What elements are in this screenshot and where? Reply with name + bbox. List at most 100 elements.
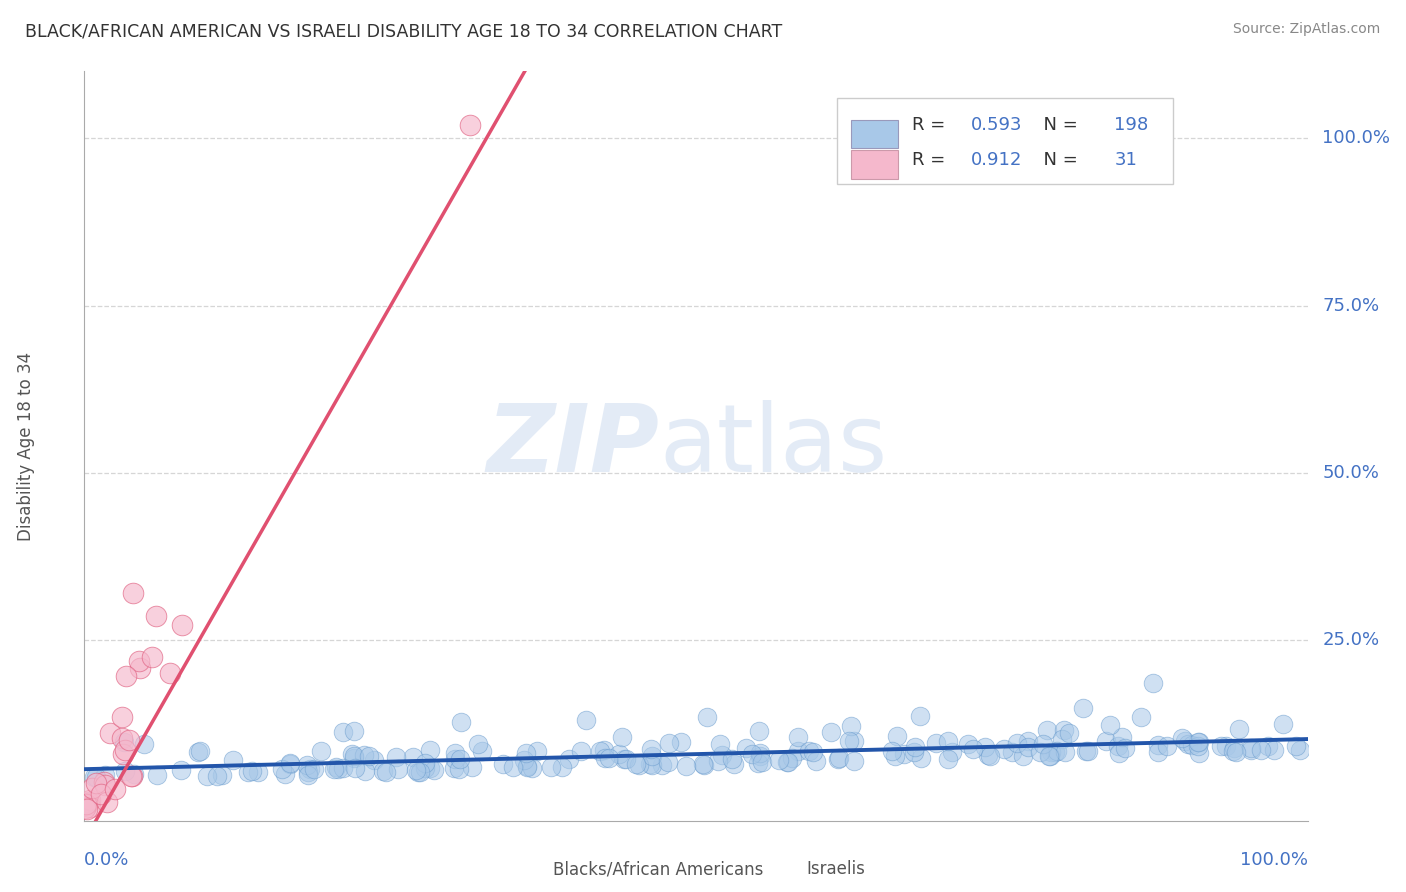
Point xyxy=(838,734,860,748)
FancyBboxPatch shape xyxy=(837,97,1173,184)
Point xyxy=(84,776,107,790)
Text: 75.0%: 75.0% xyxy=(1322,296,1379,315)
Point xyxy=(692,757,714,772)
Point xyxy=(1147,739,1170,753)
Point xyxy=(956,738,979,752)
Point xyxy=(309,744,332,758)
Point xyxy=(1077,744,1099,758)
Point xyxy=(721,752,744,766)
Point xyxy=(363,753,385,767)
Point xyxy=(1038,749,1060,764)
Point xyxy=(1209,739,1232,753)
Point xyxy=(79,793,101,807)
Text: 31: 31 xyxy=(1115,151,1137,169)
Text: 0.912: 0.912 xyxy=(972,151,1022,169)
Point xyxy=(146,768,169,782)
Point xyxy=(1114,740,1136,755)
Point xyxy=(749,746,772,760)
Point xyxy=(1239,743,1261,757)
Point xyxy=(295,757,318,772)
Point xyxy=(748,724,770,739)
Point xyxy=(638,756,661,771)
Point xyxy=(628,758,651,772)
Point xyxy=(371,764,394,778)
Point xyxy=(787,744,810,758)
Point xyxy=(669,735,692,749)
Point xyxy=(908,709,931,723)
Point xyxy=(516,760,538,774)
Text: 50.0%: 50.0% xyxy=(1322,464,1379,482)
Point xyxy=(409,764,432,779)
Point xyxy=(1222,743,1244,757)
Point xyxy=(675,758,697,772)
Point xyxy=(893,747,915,761)
Text: 0.0%: 0.0% xyxy=(84,851,129,869)
Text: 198: 198 xyxy=(1115,116,1149,134)
Point xyxy=(598,751,620,765)
Point xyxy=(1017,734,1039,748)
Point xyxy=(828,751,851,765)
Point xyxy=(1054,745,1077,759)
Point xyxy=(353,748,375,763)
Point xyxy=(413,761,436,775)
Point xyxy=(278,756,301,771)
Point xyxy=(278,756,301,770)
Point xyxy=(693,758,716,772)
Point xyxy=(614,752,637,766)
Point xyxy=(1222,740,1244,755)
Point xyxy=(903,745,925,759)
Point xyxy=(941,745,963,759)
Text: Disability Age 18 to 34: Disability Age 18 to 34 xyxy=(17,351,35,541)
Point xyxy=(443,746,465,760)
Point xyxy=(111,710,134,724)
Point xyxy=(444,752,467,766)
Point xyxy=(827,752,849,766)
Point xyxy=(86,770,108,784)
Text: R =: R = xyxy=(912,151,952,169)
Point xyxy=(1225,745,1247,759)
Point xyxy=(1039,748,1062,763)
Point xyxy=(354,764,377,779)
Point xyxy=(904,739,927,754)
Point xyxy=(1188,746,1211,760)
Point xyxy=(910,750,932,764)
Point xyxy=(128,654,150,668)
Point xyxy=(187,745,209,759)
Point xyxy=(723,756,745,771)
Point xyxy=(93,775,115,789)
Point xyxy=(1271,717,1294,731)
Point xyxy=(299,762,322,776)
Point xyxy=(1187,739,1209,754)
Point xyxy=(1257,739,1279,754)
Point xyxy=(402,750,425,764)
FancyBboxPatch shape xyxy=(851,120,898,148)
Point xyxy=(297,768,319,782)
Point xyxy=(1053,723,1076,737)
Point xyxy=(450,714,472,729)
Point xyxy=(780,750,803,764)
Point xyxy=(274,766,297,780)
Point xyxy=(343,749,366,764)
Point xyxy=(387,762,409,776)
Point xyxy=(405,763,427,777)
Point xyxy=(707,754,730,768)
Point xyxy=(540,760,562,774)
Point xyxy=(114,743,136,757)
Point xyxy=(575,713,598,727)
Text: Source: ZipAtlas.com: Source: ZipAtlas.com xyxy=(1233,22,1381,37)
Point xyxy=(134,737,156,751)
Point xyxy=(711,748,734,763)
Point xyxy=(526,744,548,758)
Point xyxy=(1171,731,1194,746)
Point xyxy=(449,752,471,766)
Point xyxy=(195,769,218,783)
Point xyxy=(415,756,437,770)
Point xyxy=(516,759,538,773)
Point xyxy=(122,586,145,600)
FancyBboxPatch shape xyxy=(851,150,898,178)
Text: N =: N = xyxy=(1032,151,1084,169)
Point xyxy=(1285,739,1308,753)
Point xyxy=(76,802,98,816)
Point xyxy=(340,747,363,762)
Point xyxy=(114,764,136,778)
